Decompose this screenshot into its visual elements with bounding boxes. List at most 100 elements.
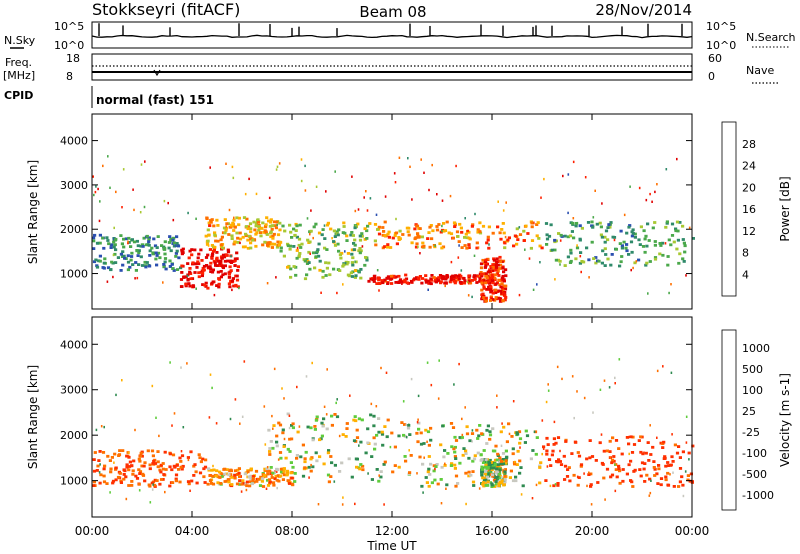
power-scatter (167, 201, 169, 205)
velocity-cell (377, 430, 381, 434)
power-cell (464, 232, 468, 236)
power-cell (604, 229, 609, 233)
noise-trace (91, 34, 693, 39)
velocity-cell (424, 428, 428, 432)
power-cell (369, 277, 373, 281)
velocity-cell (484, 470, 488, 473)
velocity-cell (95, 469, 99, 472)
velocity-cell (630, 480, 634, 484)
power-cell (321, 275, 325, 279)
power-cell (354, 260, 358, 264)
velocity-cell (621, 479, 625, 483)
velocity-cell (227, 480, 231, 484)
velocity-cell (614, 468, 618, 471)
power-cell (264, 225, 268, 228)
velocity-scatter (342, 496, 344, 499)
velocity-cell (494, 471, 498, 475)
power-scatter (162, 281, 164, 284)
velocity-scatter (423, 456, 425, 459)
power-cell (220, 255, 224, 259)
power-cell (483, 281, 488, 285)
velocity-cell (429, 426, 433, 430)
power-cell (231, 277, 235, 280)
power-cell (132, 240, 137, 244)
power-scatter (127, 240, 129, 243)
velocity-cell (629, 435, 633, 439)
velocity-cell (489, 466, 493, 470)
power-cell (579, 251, 583, 254)
velocity-cell (408, 471, 412, 474)
velocity-cell (137, 468, 141, 472)
velocity-cell (238, 483, 242, 486)
velocity-cell (484, 465, 488, 469)
power-cell (311, 251, 316, 255)
power-cell (156, 235, 160, 238)
velocity-cell (643, 480, 647, 483)
power-scatter (420, 158, 422, 161)
power-cell (317, 231, 322, 235)
velocity-cell (158, 482, 162, 486)
power-cell (661, 253, 665, 257)
velocity-scatter (600, 433, 603, 436)
velocity-cell (138, 454, 142, 458)
power-scatter (567, 211, 569, 215)
power-cell (196, 260, 200, 264)
velocity-cell (272, 471, 277, 475)
power-cell (676, 238, 680, 242)
power-cell (590, 240, 594, 244)
velocity-cell (238, 479, 242, 482)
power-cell (94, 258, 98, 262)
velocity-cell (424, 476, 428, 479)
velocity-cell (209, 482, 214, 485)
power-cell (187, 256, 191, 260)
velocity-cell (642, 467, 646, 471)
velocity-cell (499, 476, 503, 480)
power-cell (601, 249, 605, 253)
power-cell (114, 261, 118, 264)
power-cell (321, 228, 325, 231)
velocity-scatter (471, 429, 474, 432)
velocity-cell (370, 455, 374, 458)
power-cell (116, 256, 120, 259)
velocity-cell (531, 449, 535, 452)
velocity-scatter (416, 472, 418, 475)
velocity-cell (529, 457, 533, 461)
velocity-cell (656, 482, 660, 485)
velocity-cell (484, 478, 488, 482)
velocity-cell (118, 449, 122, 452)
velocity-scatter (208, 416, 211, 419)
power-cell (200, 259, 204, 262)
power-cell (496, 225, 500, 229)
power-scatter (398, 156, 401, 159)
velocity-cell (271, 446, 275, 450)
power-cell (467, 246, 471, 249)
power-cell (460, 246, 464, 249)
velocity-cell (111, 479, 116, 483)
power-cell (440, 274, 444, 278)
power-cell (669, 243, 673, 247)
power-scatter (239, 241, 241, 245)
power-cell (276, 233, 281, 237)
velocity-cell (678, 456, 682, 459)
velocity-scatter (656, 436, 658, 439)
power-cell (142, 236, 146, 240)
velocity-cell (655, 472, 659, 476)
velocity-cell (197, 453, 201, 457)
power-colorbar-tick: 4 (742, 268, 749, 281)
power-cell (516, 238, 520, 241)
power-cell (236, 236, 240, 240)
power-cell (627, 253, 631, 256)
power-cell (620, 244, 624, 248)
power-cell (480, 293, 484, 297)
velocity-cell (172, 464, 176, 468)
velocity-cell (98, 450, 102, 453)
power-cell (92, 260, 97, 264)
velocity-cell (672, 485, 676, 488)
power-cell (645, 261, 649, 265)
power-scatter (325, 190, 327, 193)
velocity-cell (250, 482, 255, 486)
velocity-scatter (209, 373, 212, 376)
velocity-cell (480, 470, 484, 474)
velocity-cell (151, 462, 155, 465)
power-cell (221, 266, 225, 270)
